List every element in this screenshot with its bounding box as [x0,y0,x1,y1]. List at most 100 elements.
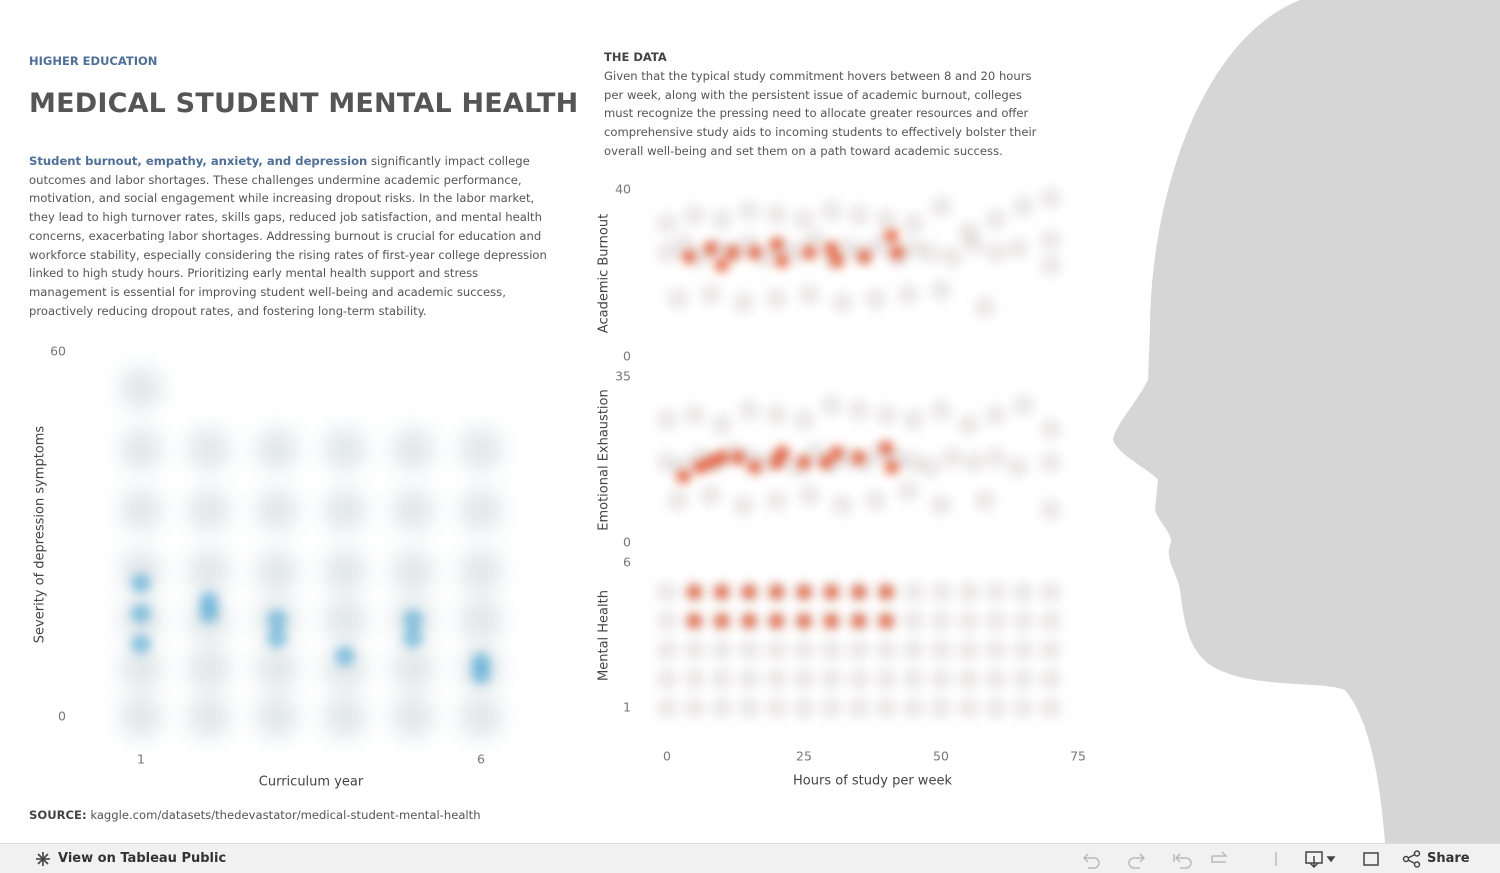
density-point [666,287,689,310]
density-point [796,455,811,470]
density-point [1039,229,1062,252]
source-label: SOURCE: [29,808,87,822]
redo[interactable] [1128,853,1146,869]
undo[interactable] [1082,853,1100,869]
density-point [930,195,953,218]
density-point [864,287,887,310]
density-point [391,488,435,533]
density-point [930,279,953,302]
density-point [765,489,788,512]
density-point [655,697,678,719]
density-point [459,549,503,593]
x-tick-label: 0 [663,749,671,764]
density-point [765,204,788,227]
density-point [984,446,1007,469]
density-point [267,627,287,648]
view-on-tableau[interactable]: View on Tableau Public [58,851,227,866]
density-point [742,585,757,599]
density-point [820,394,843,417]
revert[interactable] [1173,853,1192,869]
share[interactable]: Share [1427,851,1470,866]
density-point [742,614,757,628]
density-point [957,668,980,690]
density-point [323,646,367,691]
density-point [676,469,691,484]
density-point [857,249,872,264]
density-point [703,455,718,470]
density-point [738,199,761,222]
density-point [738,697,761,719]
fullscreen[interactable] [1363,852,1379,866]
density-point [930,494,953,517]
density-point [765,403,788,426]
density-point [902,697,925,719]
density-point [769,614,784,628]
density-point [683,639,706,661]
density-point [692,460,707,475]
density-point [119,549,163,593]
density-point [267,609,287,630]
density-point [459,695,503,739]
density-point [666,489,689,512]
density-point [131,573,151,594]
density-point [119,488,163,533]
x-tick-label: 1 [137,752,145,767]
density-point [769,585,784,599]
density-layer [681,228,905,273]
density-point [391,695,435,739]
density-point [984,403,1007,426]
density-point [1039,581,1062,603]
density-point [687,585,702,599]
x-tick-label: 6 [477,752,485,767]
density-point [655,581,678,603]
density-point [851,614,866,628]
density-point [962,451,985,474]
y-tick-label: 1 [623,700,631,715]
density-point [323,549,367,593]
density-point [323,695,367,739]
density-point [1039,610,1062,632]
density-point [459,488,503,533]
source-url[interactable]: kaggle.com/datasets/thedevastator/medica… [90,808,481,822]
density-layer [655,581,1062,719]
density-point [775,253,790,268]
density-point [847,639,870,661]
density-point [829,445,844,460]
density-point [787,241,810,264]
density-point [1006,456,1029,479]
density-point [930,697,953,719]
x-tick-label: 25 [796,749,812,764]
kicker: HIGHER EDUCATION [29,54,158,68]
density-point [875,403,898,426]
density-point [792,668,815,690]
density-point [655,668,678,690]
density-point [1039,697,1062,719]
density-point [792,697,815,719]
density-point [119,366,163,411]
density-point [879,614,894,628]
density-point [731,450,746,465]
density-point [765,697,788,719]
density-point [187,427,231,472]
density-point [738,668,761,690]
density-point [323,488,367,533]
density-point [187,695,231,739]
density-point [902,668,925,690]
density-point [792,208,815,231]
density-point [323,427,367,472]
density-point [710,639,733,661]
density-point [710,413,733,436]
density-point [957,639,980,661]
density-point [119,695,163,739]
refresh[interactable] [1211,851,1228,863]
y-tick-label: 40 [615,182,631,197]
y-tick-label: 35 [615,369,631,384]
density-point [1039,668,1062,690]
y-tick-label: 6 [623,555,631,570]
density-point [765,668,788,690]
density-point [323,597,367,642]
density-point [403,627,423,648]
share-icon [1402,850,1421,868]
density-point [683,204,706,227]
density-point [792,408,815,431]
